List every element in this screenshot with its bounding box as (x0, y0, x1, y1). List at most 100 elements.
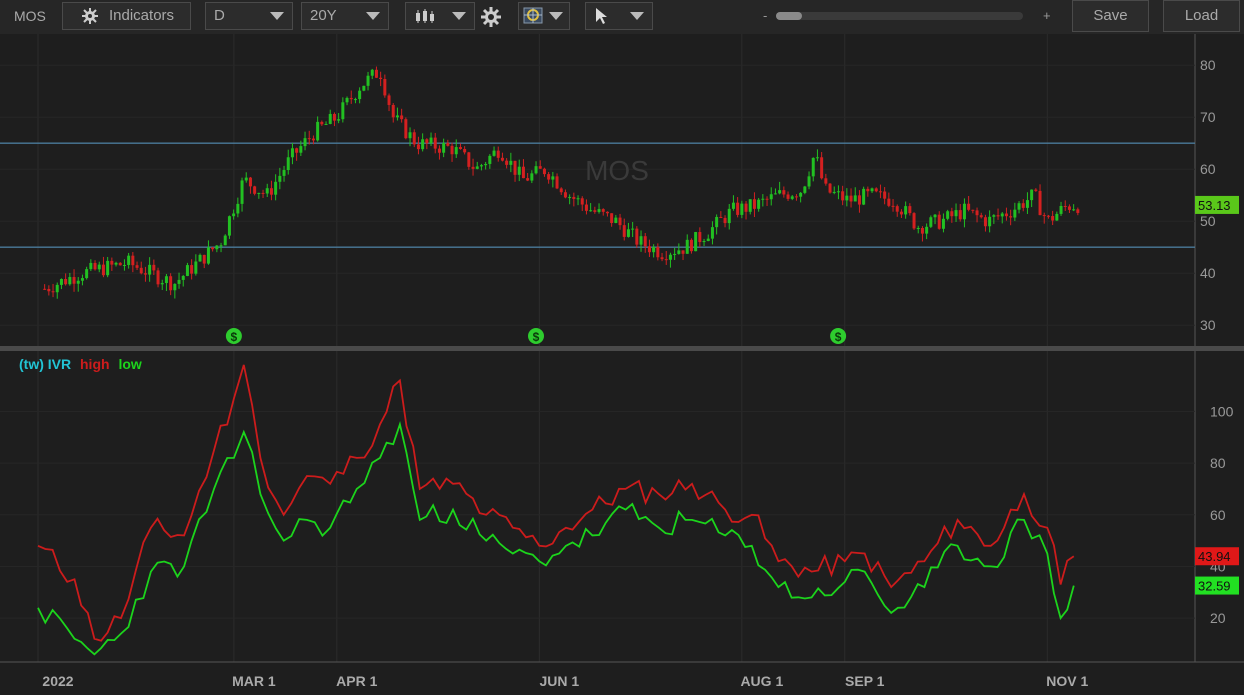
candle (967, 203, 971, 210)
candle (93, 262, 97, 270)
candle (883, 191, 887, 199)
candle (269, 188, 273, 195)
candle (1067, 206, 1071, 210)
candle (929, 217, 933, 227)
candle (387, 95, 391, 105)
candle (589, 210, 593, 212)
candle (832, 191, 836, 193)
indicators-gear-icon (82, 8, 98, 24)
load-button[interactable]: Load (1163, 0, 1240, 32)
candle (232, 213, 236, 217)
candle (257, 192, 261, 194)
candle (106, 260, 110, 276)
candle (240, 180, 244, 204)
zoom-in-button[interactable]: + (1043, 8, 1051, 23)
zoom-slider-thumb[interactable] (776, 12, 802, 20)
price-tick-label: 30 (1200, 317, 1216, 333)
candle (1030, 189, 1034, 201)
chart-type-select[interactable] (405, 2, 475, 30)
candle (316, 121, 320, 141)
cursor-select[interactable] (585, 2, 653, 30)
candle (391, 104, 395, 118)
candle (467, 152, 471, 167)
candle (715, 216, 719, 228)
price-last-tag (1195, 195, 1239, 214)
dividend-icon: $ (533, 330, 540, 344)
candle (740, 203, 744, 215)
candle (370, 69, 374, 76)
candle (1072, 209, 1076, 211)
candle (118, 262, 122, 266)
candlestick-icon (416, 9, 434, 23)
candle (509, 160, 513, 165)
zoom-slider[interactable] (776, 12, 1023, 20)
candle (139, 267, 143, 274)
candle (261, 192, 265, 194)
save-button[interactable]: Save (1072, 0, 1149, 32)
candle (1021, 203, 1025, 208)
candle (899, 211, 903, 215)
candle (404, 119, 408, 139)
candle (379, 77, 383, 79)
candle (76, 280, 80, 284)
candle (185, 265, 189, 276)
candle (463, 149, 467, 153)
candle (320, 121, 324, 125)
candle (421, 139, 425, 150)
interval-value: D (214, 7, 225, 24)
candle (996, 215, 1000, 217)
candle (631, 228, 635, 230)
candle (706, 238, 710, 242)
candle (920, 227, 924, 234)
ivr-low-tag (1195, 576, 1239, 595)
x-tick-label: APR 1 (336, 673, 377, 689)
candle (152, 264, 156, 271)
candle (803, 186, 807, 193)
candle (702, 241, 706, 243)
candle (358, 90, 362, 100)
candle (971, 209, 975, 211)
indicators-button[interactable]: Indicators (62, 2, 191, 30)
candle (916, 227, 920, 229)
candle (1055, 213, 1059, 221)
candle (505, 160, 509, 165)
candle (219, 245, 223, 247)
candle (416, 144, 420, 150)
candle (400, 115, 404, 120)
candle (731, 202, 735, 209)
ivr-tick-label: 80 (1210, 455, 1226, 471)
drawing-tools-select[interactable] (518, 2, 570, 30)
candle (828, 183, 832, 193)
candle (778, 190, 782, 194)
candle (790, 196, 794, 199)
candle (345, 97, 349, 103)
candle (353, 99, 357, 101)
candle (408, 132, 412, 139)
candle (597, 209, 601, 212)
candle (122, 264, 126, 266)
candle (618, 217, 622, 226)
candle (173, 283, 177, 291)
candle (866, 188, 870, 192)
zoom-out-button[interactable]: - (763, 8, 768, 23)
candle (710, 227, 714, 239)
chart-area[interactable]: 30 40 50 60 70 80 MOS $ $ $53.13 20 40 60 80 100 43.94… (0, 34, 1244, 695)
candle (904, 206, 908, 215)
candle (479, 165, 483, 167)
interval-select[interactable]: D (205, 2, 293, 30)
candle (748, 199, 752, 212)
candle (97, 264, 101, 270)
candle (584, 204, 588, 211)
settings-gear-icon[interactable] (480, 6, 502, 28)
low-series-line (37, 420, 1075, 656)
candle (635, 228, 639, 245)
candle (568, 196, 572, 198)
candle (324, 123, 328, 125)
range-select[interactable]: 20Y (301, 2, 389, 30)
ivr-tick-label: 100 (1210, 403, 1234, 419)
candle (572, 196, 576, 199)
candle (496, 150, 500, 158)
candle (547, 174, 551, 180)
ivr-tick-label: 20 (1210, 610, 1226, 626)
candle (47, 288, 51, 292)
